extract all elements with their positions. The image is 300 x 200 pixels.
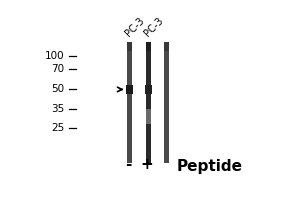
Bar bbox=[146, 109, 151, 124]
Text: 100: 100 bbox=[45, 51, 64, 61]
Bar bbox=[145, 85, 152, 94]
Text: -: - bbox=[125, 157, 131, 172]
Text: PC-3: PC-3 bbox=[142, 16, 165, 39]
Bar bbox=[164, 42, 169, 163]
Bar bbox=[127, 42, 132, 163]
Bar bbox=[126, 85, 133, 94]
Text: 35: 35 bbox=[51, 104, 64, 114]
Text: 70: 70 bbox=[51, 64, 64, 74]
Text: +: + bbox=[140, 157, 153, 172]
Text: 25: 25 bbox=[51, 123, 64, 133]
Bar bbox=[127, 42, 132, 51]
Text: Peptide: Peptide bbox=[176, 159, 243, 174]
Text: PC-3: PC-3 bbox=[123, 16, 146, 39]
Bar bbox=[146, 42, 151, 51]
Text: 50: 50 bbox=[51, 84, 64, 94]
Bar bbox=[164, 42, 169, 51]
Bar bbox=[146, 42, 151, 163]
